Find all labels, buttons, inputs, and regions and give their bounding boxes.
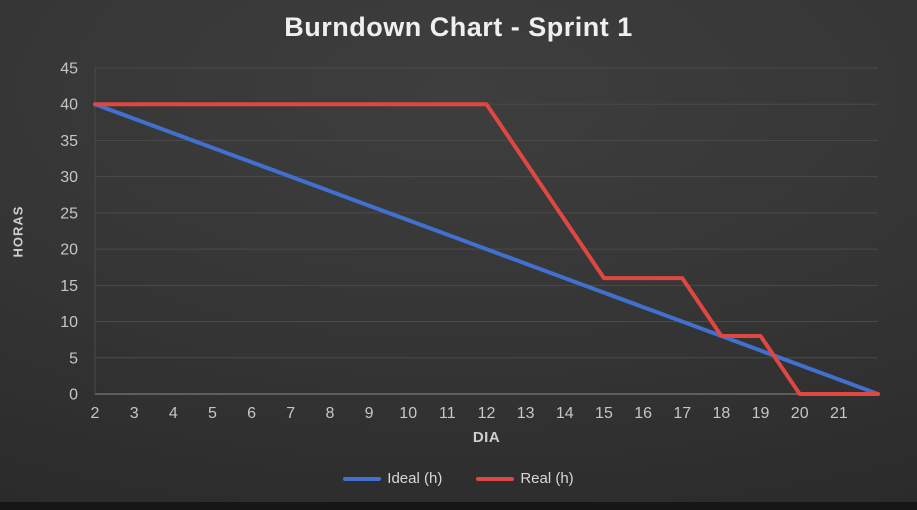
bottom-edge-strip [0,502,917,510]
x-tick-label: 21 [830,405,848,422]
x-tick-label: 3 [130,405,139,422]
x-tick-label: 9 [365,405,374,422]
x-tick-label: 7 [286,405,295,422]
ideal-line-series [93,102,880,396]
ideal-line-swatch [343,476,382,481]
x-tick-label: 15 [595,405,613,422]
x-tick-label: 10 [399,405,417,422]
x-tick-label: 16 [634,405,652,422]
y-tick-label: 0 [69,387,78,404]
x-tick-label: 18 [713,405,731,422]
legend-label-ideal: Ideal (h) [387,470,443,487]
legend-item-ideal: Ideal (h) [343,470,442,487]
real-line-series [93,102,880,396]
x-tick-label: 11 [439,405,456,422]
x-tick-label: 8 [325,405,334,422]
y-tick-label: 40 [60,97,78,114]
y-tick-label: 15 [60,278,78,295]
legend-label-real: Real (h) [520,470,574,487]
x-tick-label: 20 [791,405,809,422]
y-tick-label: 35 [60,133,78,150]
chart-title: Burndown Chart - Sprint 1 [284,12,633,42]
x-tick-label: 19 [752,405,770,422]
y-tick-label: 20 [60,242,78,259]
legend-item-real: Real (h) [476,470,574,487]
x-tick-label: 5 [208,405,217,422]
y-tick-label: 25 [60,205,78,222]
y-tick-label: 10 [60,314,78,331]
x-axis-title: DIA [472,429,501,446]
legend: Ideal (h) Real (h) [0,470,917,487]
y-tick-label: 30 [60,169,78,186]
x-tick-label: 4 [169,405,178,422]
x-tick-label: 6 [247,405,256,422]
x-tick-label: 13 [517,405,535,422]
y-tick-label: 45 [60,61,78,78]
y-tick-label: 5 [69,350,78,367]
x-tick-label: 17 [673,405,691,422]
x-tick-label: 2 [91,405,100,422]
x-tick-label: 14 [556,405,574,422]
real-line-swatch [476,476,515,481]
x-tick-label: 12 [478,405,496,422]
